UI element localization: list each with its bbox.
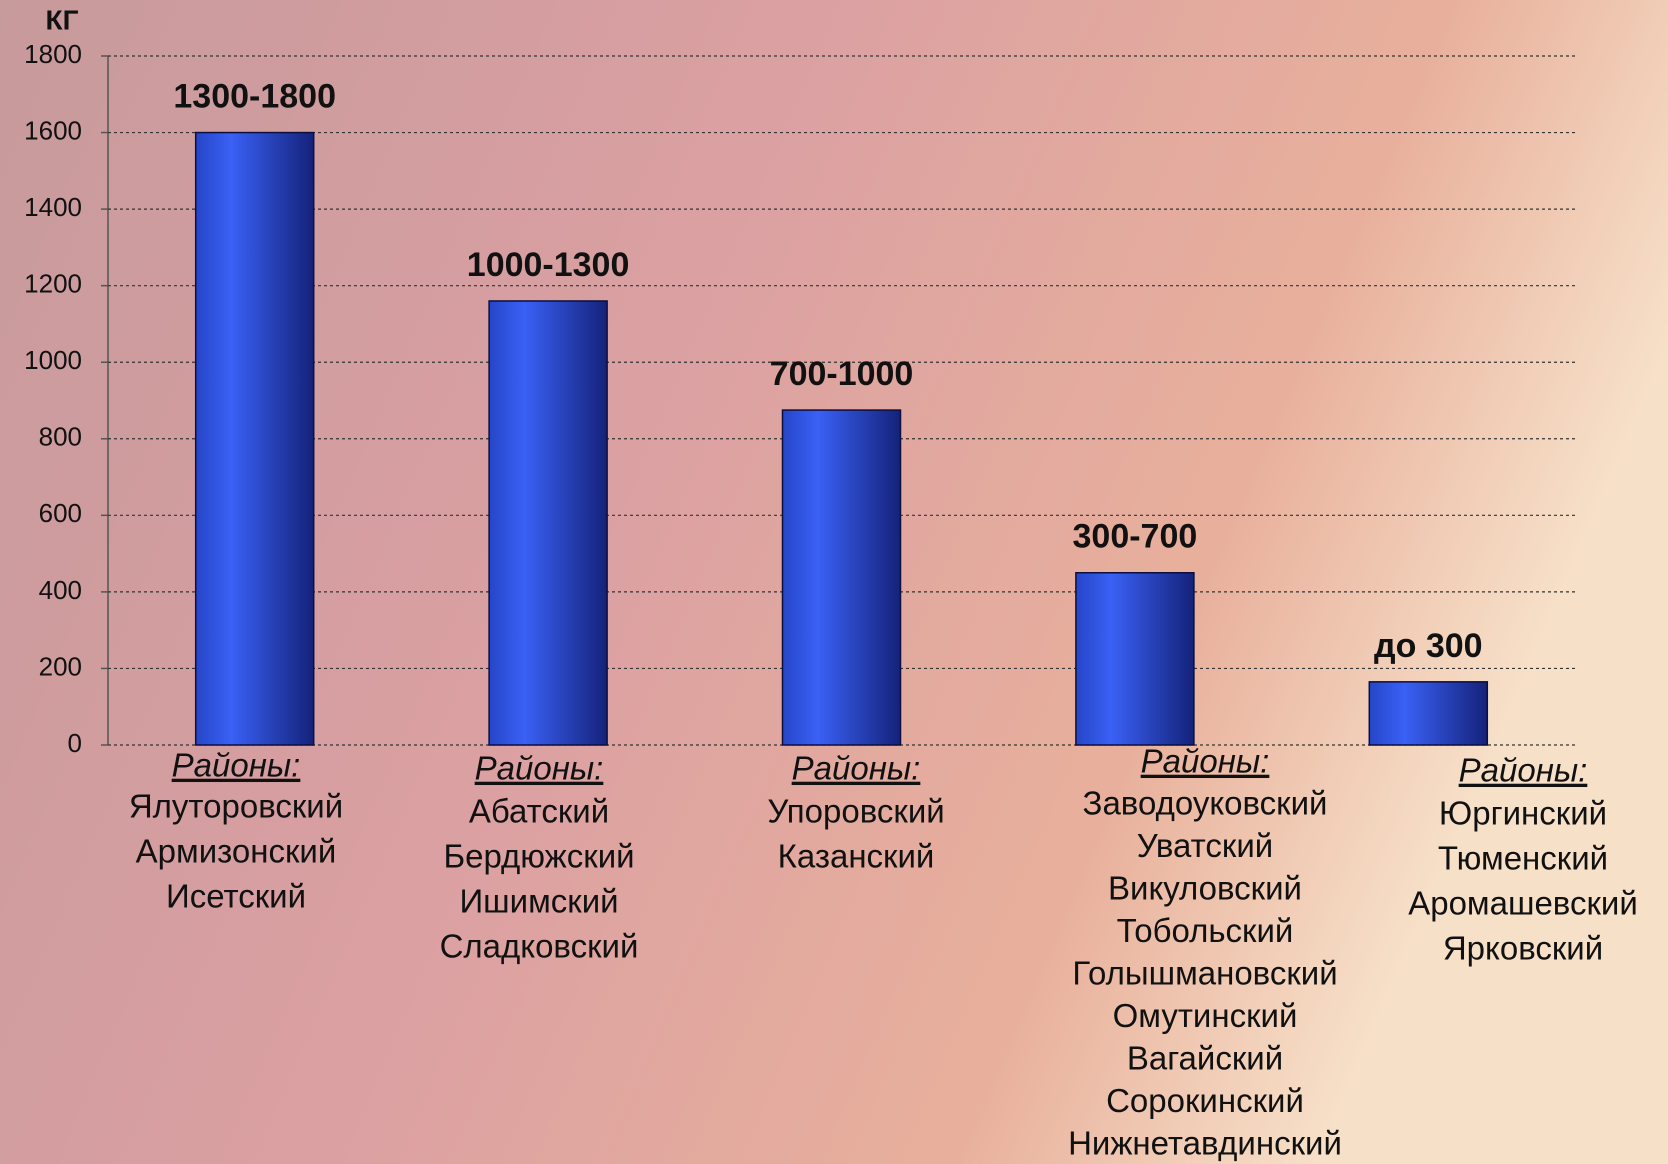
y-axis-label: КГ: [46, 4, 79, 35]
district-name: Нижнетавдинский: [1068, 1125, 1342, 1162]
y-tick-label: 1000: [24, 345, 82, 375]
group-heading: Районы:: [475, 750, 604, 787]
bar: [1075, 572, 1195, 746]
y-tick-label: 1600: [24, 115, 82, 145]
district-name: Ишимский: [459, 883, 618, 920]
y-tick-label: 0: [68, 728, 82, 758]
district-name: Аромашевский: [1408, 885, 1638, 922]
y-tick-label: 800: [39, 422, 82, 452]
district-name: Викуловский: [1108, 870, 1302, 907]
district-name: Тобольский: [1117, 912, 1294, 949]
district-name: Казанский: [778, 838, 935, 875]
bar: [194, 131, 315, 746]
bar: [781, 409, 902, 746]
y-tick-label: 400: [39, 575, 82, 605]
group-heading: Районы:: [1141, 743, 1270, 780]
district-name: Исетский: [166, 878, 306, 915]
district-name: Юргинский: [1439, 795, 1607, 832]
district-name: Абатский: [469, 793, 609, 830]
group-heading: Районы:: [172, 747, 301, 784]
district-name: Сладковский: [440, 928, 639, 965]
bar: [488, 300, 608, 746]
district-name: Голышмановский: [1072, 955, 1337, 992]
bar-range-label: 1000-1300: [467, 246, 630, 284]
bar-range-label: до 300: [1374, 627, 1483, 665]
bar: [1368, 681, 1489, 746]
district-name: Омутинский: [1113, 997, 1298, 1034]
district-name: Сорокинский: [1106, 1082, 1304, 1119]
group-heading: Районы:: [792, 750, 921, 787]
district-name: Бердюжский: [443, 838, 634, 875]
group-heading: Районы:: [1459, 752, 1588, 789]
district-name: Армизонский: [136, 833, 337, 870]
district-name: Ярковский: [1443, 930, 1603, 967]
y-tick-label: 1200: [24, 269, 82, 299]
district-name: Уватский: [1137, 827, 1273, 864]
district-name: Тюменский: [1438, 840, 1608, 877]
y-tick-label: 600: [39, 498, 82, 528]
district-name: Упоровский: [767, 793, 944, 830]
y-tick-label: 1800: [24, 39, 82, 69]
bar-range-label: 300-700: [1073, 518, 1198, 556]
y-tick-label: 1400: [24, 192, 82, 222]
bar-range-label: 1300-1800: [173, 78, 336, 116]
y-tick-label: 200: [39, 651, 82, 681]
district-name: Ялуторовский: [129, 788, 343, 825]
district-name: Заводоуковский: [1083, 785, 1328, 822]
district-name: Вагайский: [1127, 1040, 1283, 1077]
bar-range-label: 700-1000: [770, 355, 914, 393]
